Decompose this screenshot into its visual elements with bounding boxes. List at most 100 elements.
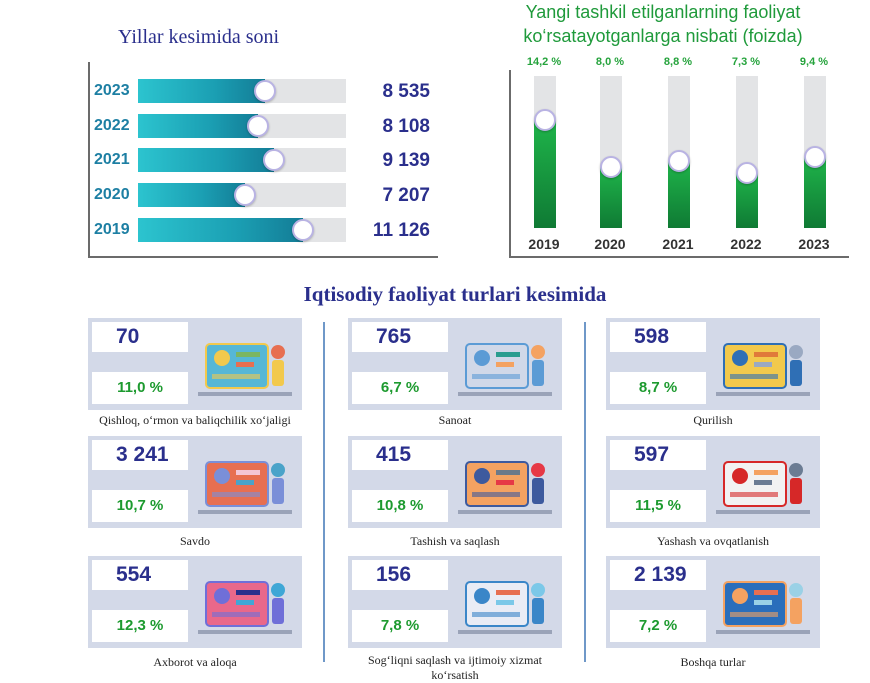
agriculture-icon (198, 343, 292, 396)
column-category-label: 2020 (594, 236, 626, 252)
right-chart-x-axis (509, 256, 849, 258)
bar-value-label: 7 207 (382, 185, 430, 206)
share-percent: 7,8 % (352, 610, 448, 642)
share-percent: 10,7 % (92, 490, 188, 522)
column-group: 14,2 % 2019 (516, 56, 572, 256)
bar-row: 2020 7 207 (90, 182, 430, 208)
bar-knob (292, 219, 314, 241)
activity-card: 70 11,0 % (88, 318, 302, 410)
activity-card: 2 139 7,2 % (606, 556, 820, 648)
bar-knob (247, 115, 269, 137)
bar-knob (254, 80, 276, 102)
column-knob (736, 162, 758, 184)
bar-category-label: 2022 (94, 117, 130, 134)
column-bar (534, 120, 556, 228)
share-percent: 10,8 % (352, 490, 448, 522)
enterprise-count: 3 241 (92, 440, 188, 470)
hotel-service-icon (716, 461, 810, 514)
activity-label: Tashish va saqlash (410, 534, 500, 548)
activity-label: Axborot va aloqa (153, 655, 237, 669)
column-value-label: 9,4 % (799, 56, 829, 68)
enterprise-count: 156 (352, 560, 448, 590)
right-chart-title: Yangi tashkil etilganlarning faoliyat ko… (523, 2, 803, 46)
enterprise-count: 597 (610, 440, 706, 470)
healthcare-icon (458, 581, 552, 634)
bar-category-label: 2019 (94, 221, 130, 238)
activity-label: Qurilish (693, 413, 733, 427)
analytics-icon (716, 581, 810, 634)
column-category-label: 2019 (528, 236, 560, 252)
enterprise-count: 415 (352, 440, 448, 470)
activity-label: Savdo (180, 534, 210, 548)
column-value-label: 7,3 % (731, 56, 761, 68)
industry-icon (458, 343, 552, 396)
column-knob (600, 156, 622, 178)
section-title: Iqtisodiy faoliyat turlari kesimida (303, 282, 607, 306)
activity-card: 554 12,3 % (88, 556, 302, 648)
column-knob (534, 109, 556, 131)
left-chart-y-axis (88, 62, 90, 258)
share-percent: 11,0 % (92, 372, 188, 404)
right-chart-y-axis (509, 70, 511, 258)
activity-card: 415 10,8 % (348, 436, 562, 528)
bar-row: 2022 8 108 (90, 113, 430, 139)
bar-knob (263, 149, 285, 171)
share-percent: 6,7 % (352, 372, 448, 404)
bar (138, 79, 265, 103)
bar-value-label: 9 139 (382, 150, 430, 171)
bar-category-label: 2020 (94, 186, 130, 203)
enterprise-count: 70 (92, 322, 188, 352)
column-group: 8,0 % 2020 (582, 56, 638, 256)
bar-category-label: 2023 (94, 82, 130, 99)
enterprise-count: 765 (352, 322, 448, 352)
activity-card: 598 8,7 % (606, 318, 820, 410)
bar-value-label: 8 108 (382, 116, 430, 137)
activity-label: Qishloq, o‘rmon va baliqchilik xo‘jaligi (99, 413, 291, 427)
shopping-icon (198, 461, 292, 514)
construction-icon (716, 343, 810, 396)
column-knob (668, 150, 690, 172)
column-bar (804, 157, 826, 228)
share-percent: 12,3 % (92, 610, 188, 642)
bar-value-label: 8 535 (382, 81, 430, 102)
activity-label: Yashash va ovqatlanish (656, 534, 770, 548)
activity-label: Sanoat (438, 413, 472, 427)
bar-row: 2021 9 139 (90, 147, 430, 173)
column-group: 8,8 % 2021 (650, 56, 706, 256)
bar-category-label: 2021 (94, 151, 130, 168)
it-gears-icon (198, 581, 292, 634)
left-chart-title: Yillar kesimida soni (118, 26, 280, 48)
share-percent: 11,5 % (610, 490, 706, 522)
column-bar (668, 161, 690, 228)
column-bar (736, 173, 758, 228)
column-divider (584, 322, 586, 662)
bar (138, 148, 274, 172)
delivery-truck-icon (458, 461, 552, 514)
column-category-label: 2022 (730, 236, 762, 252)
column-divider (323, 322, 325, 662)
column-value-label: 8,0 % (595, 56, 625, 68)
column-knob (804, 146, 826, 168)
enterprise-count: 554 (92, 560, 188, 590)
bar (138, 183, 245, 207)
activity-label: Boshqa turlar (680, 655, 746, 669)
left-chart-x-axis (88, 256, 438, 258)
column-category-label: 2021 (662, 236, 694, 252)
share-percent: 8,7 % (610, 372, 706, 404)
bar-row: 2023 8 535 (90, 78, 430, 104)
activity-label: Sog‘liqni saqlash va ijtimoiy xizmat ko‘… (368, 653, 542, 682)
activity-card: 597 11,5 % (606, 436, 820, 528)
column-bar (600, 167, 622, 228)
bar-value-label: 11 126 (372, 220, 430, 241)
share-percent: 7,2 % (610, 610, 706, 642)
column-value-label: 8,8 % (663, 56, 693, 68)
activity-card: 765 6,7 % (348, 318, 562, 410)
column-value-label: 14,2 % (526, 56, 562, 68)
bar-knob (234, 184, 256, 206)
activity-card: 3 241 10,7 % (88, 436, 302, 528)
activity-card: 156 7,8 % (348, 556, 562, 648)
column-category-label: 2023 (798, 236, 830, 252)
bar-row: 2019 11 126 (90, 217, 430, 243)
bar (138, 218, 303, 242)
column-group: 9,4 % 2023 (786, 56, 842, 256)
